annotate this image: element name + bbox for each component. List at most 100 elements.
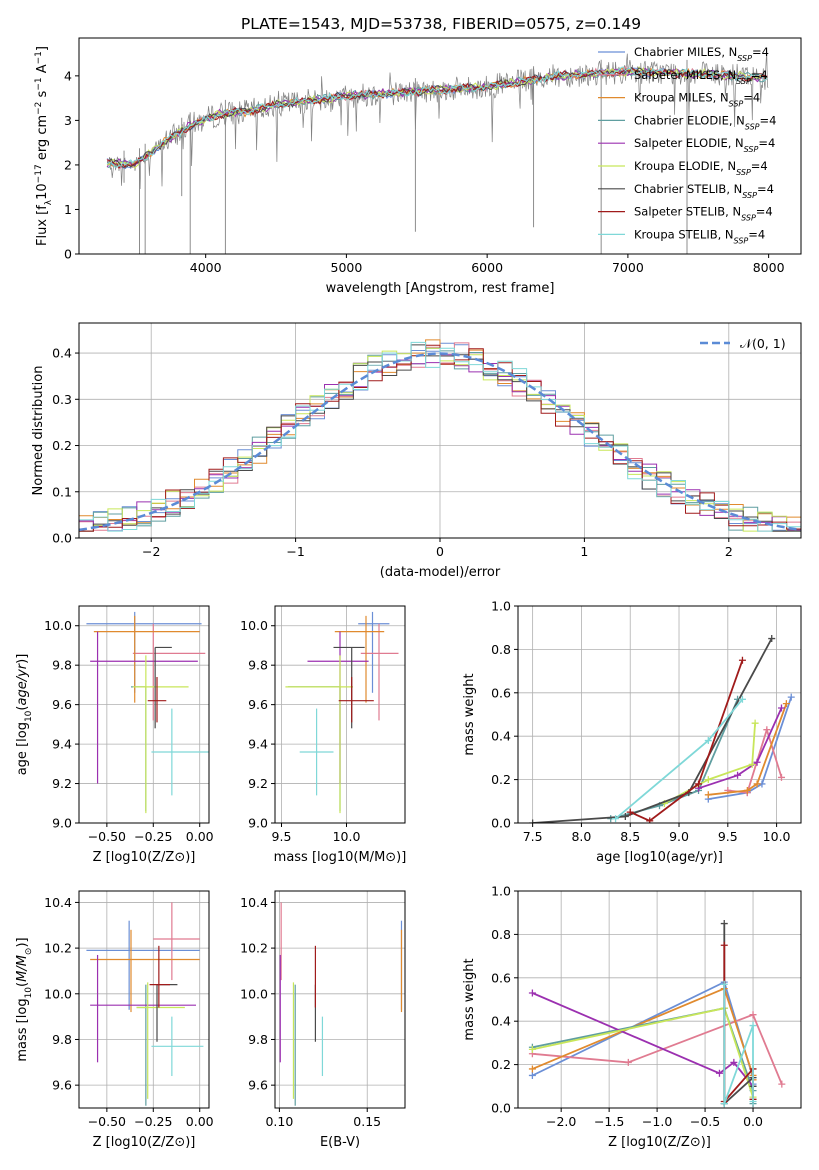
y-tick-label: 0.0	[52, 531, 72, 546]
weight-point-marker	[528, 989, 536, 997]
spectrum-chart: 4000 5000 6000 7000 8000 0 1 2 3 4 wavelength [Ang…	[34, 37, 802, 296]
residual-histograms	[79, 339, 801, 532]
mass-vs-Z-chart: −0.50 −0.25 0.00 9.6 9.8 10.0 10.2 10.4 Z [log10…	[15, 890, 214, 1150]
axes-frame	[78, 890, 210, 1109]
legend-label: Kroupa STELIB, NSSP=4	[634, 227, 765, 245]
x-tick-label: 0.10	[265, 1114, 293, 1129]
x-axis-label: E(B-V)	[320, 1135, 360, 1150]
model-fit-line	[106, 65, 768, 169]
x-tick-label: −1	[286, 544, 304, 559]
y-tick-label: 9.6	[52, 697, 72, 712]
y-tick-label: 9.8	[248, 658, 268, 673]
y-tick-label: 0.2	[52, 438, 72, 453]
spectrum-observed-line	[106, 50, 769, 190]
y-tick-label: 2	[64, 157, 72, 172]
y-tick-label: 0.4	[52, 346, 72, 361]
weight-point-marker	[528, 1065, 536, 1073]
y-tick-label: 9.0	[52, 816, 72, 831]
axes-frame	[78, 37, 802, 255]
y-tick-label: 1.0	[491, 884, 511, 899]
x-tick-label: −2	[142, 544, 160, 559]
weight-point-marker	[751, 719, 759, 727]
legend-label: Salpeter ELODIE, NSSP=4	[634, 136, 775, 154]
legend-label: Chabrier ELODIE, NSSP=4	[634, 113, 776, 130]
weight-line	[610, 698, 739, 820]
weight-point-marker	[528, 1045, 536, 1053]
y-tick-label: 9.2	[52, 776, 72, 791]
y-tick-label: 0.2	[491, 772, 511, 787]
y-tick-label: 10.4	[240, 895, 268, 910]
x-tick-label: 0.00	[186, 1114, 214, 1129]
y-axis-label: age [log10(age/yr)]	[15, 654, 34, 776]
weight-point-marker	[787, 693, 795, 701]
x-tick-label: 5000	[331, 260, 363, 275]
y-tick-label: 0.8	[491, 927, 511, 942]
y-tick-label: 10.0	[44, 618, 72, 633]
weight-line	[723, 984, 754, 1105]
weight-line	[663, 723, 756, 805]
x-tick-label: −0.5	[690, 1114, 720, 1129]
x-axis-label: mass [log10(M/M⊙)]	[274, 850, 407, 865]
axes-frame	[274, 605, 406, 824]
weight-point-marker	[749, 1011, 757, 1019]
weight-line	[532, 638, 773, 823]
axes-frame	[517, 605, 802, 824]
y-tick-label: 0.0	[491, 1101, 511, 1116]
weight-point-marker	[753, 758, 761, 766]
y-axis-label: Normed distribution	[31, 366, 46, 496]
weight-point-marker	[738, 656, 746, 664]
model-fit-line	[106, 66, 768, 168]
y-tick-label: 1.0	[491, 599, 511, 614]
y-tick-label: 0.1	[52, 484, 72, 499]
y-tick-label: 9.8	[248, 1032, 268, 1047]
legend-label: Chabrier STELIB, NSSP=4	[634, 182, 774, 200]
y-tick-label: 0.3	[52, 392, 72, 407]
y-tick-label: 0.8	[491, 642, 511, 657]
weight-point-marker	[621, 812, 629, 820]
error-bars	[86, 611, 209, 814]
legend-label: Salpeter STELIB, NSSP=4	[634, 205, 773, 223]
y-tick-label: 0.6	[491, 970, 511, 985]
error-bars	[86, 902, 204, 1106]
weight-point-marker	[720, 920, 728, 928]
error-bars	[279, 902, 403, 1106]
weight-point-marker	[749, 1097, 757, 1105]
weight-line	[698, 707, 783, 790]
mass-vs-ebv-chart: 0.10 0.15 9.6 9.8 10.0 10.2 10.4 E(B-V)	[240, 890, 406, 1150]
y-tick-label: 10.0	[44, 986, 72, 1001]
y-tick-label: 10.0	[240, 986, 268, 1001]
weight-point-marker	[720, 941, 728, 949]
x-axis-label: Z [log10(Z/Z⊙)]	[93, 850, 196, 865]
y-tick-label: 3	[64, 113, 72, 128]
age-vs-mass-chart: 9.5 10.0 9.0 9.2 9.4 9.6 9.8 10.0 mass [log10(M/…	[240, 605, 407, 865]
x-tick-label: 2	[725, 544, 733, 559]
x-tick-label: 8.5	[620, 829, 640, 844]
page-title: PLATE=1543, MJD=53738, FIBERID=0575, z=0…	[241, 15, 641, 33]
x-axis-label: (data-model)/error	[380, 565, 501, 580]
weight-vs-Z-chart: −2.0 −1.5 −1.0 −0.5 0.0 0.0 0.2 0.4 0.6 0.8 1.0 Z […	[462, 884, 802, 1150]
x-tick-label: 9.5	[272, 829, 292, 844]
weight-line	[532, 1013, 783, 1085]
weight-point-marker	[715, 1069, 723, 1077]
y-tick-label: 1	[64, 202, 72, 217]
weight-point-marker	[777, 773, 785, 781]
weight-point-marker	[730, 1058, 738, 1066]
x-tick-label: 0.15	[353, 1114, 381, 1129]
axes-frame	[78, 605, 210, 824]
residuals-chart: −2 −1 0 1 2 0.0 0.1 0.2 0.3 0.4 (data-model)/error…	[31, 322, 802, 580]
y-axis-label: mass [log10(M/M⊙)]	[15, 937, 34, 1061]
weight-point-marker	[612, 815, 620, 823]
y-tick-label: 4	[64, 68, 72, 83]
weight-point-marker	[695, 780, 703, 788]
weight-line	[532, 980, 754, 1085]
y-tick-label: 10.0	[240, 618, 268, 633]
weight-line	[708, 696, 793, 800]
y-tick-label: 0.4	[491, 729, 511, 744]
weight-point-marker	[529, 819, 537, 823]
weight-point-marker	[626, 808, 634, 816]
weight-point-marker	[748, 760, 756, 768]
weight-line	[532, 987, 754, 1080]
y-tick-label: 9.0	[248, 816, 268, 831]
weight-point-marker	[763, 726, 771, 734]
x-axis-label: Z [log10(Z/Z⊙)]	[608, 1135, 711, 1150]
